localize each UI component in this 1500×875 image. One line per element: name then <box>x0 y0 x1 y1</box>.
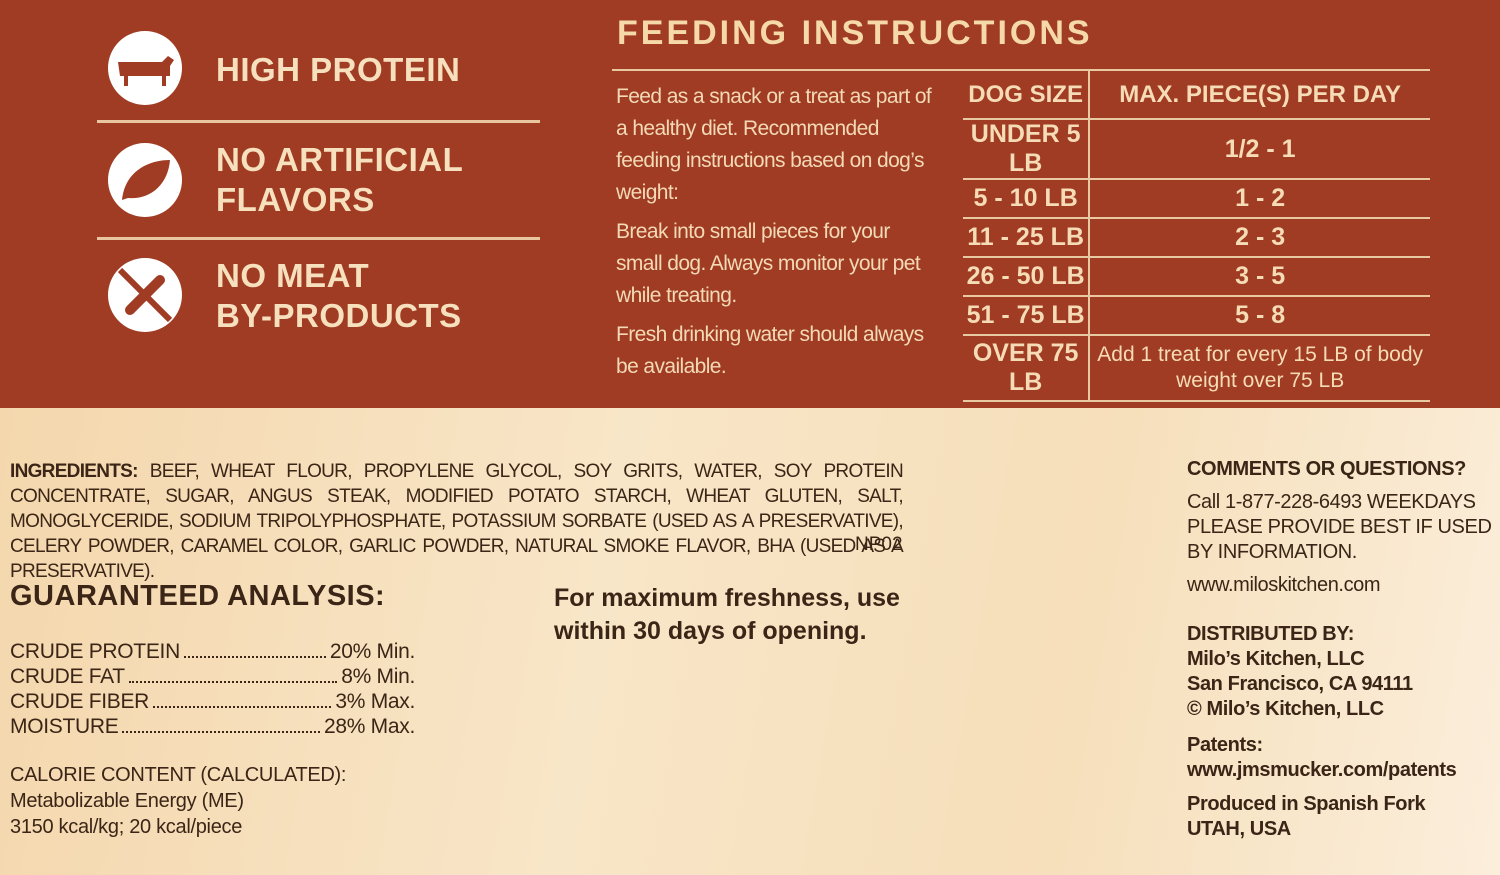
header-row: DOG SIZE MAX. PIECE(S) PER DAY <box>963 71 1430 119</box>
code: NP02 <box>855 534 903 555</box>
cell: UNDER 5 LB <box>963 118 1090 179</box>
badge: NO MEAT BY-PRODUCTS <box>216 256 462 336</box>
divider <box>97 120 540 123</box>
cell: OVER 75 LB <box>963 334 1090 402</box>
contact-text: Call 1-877-228-6493 WEEKDAYS PLEASE PROV… <box>1187 491 1492 563</box>
amount: 28% Max. <box>324 715 415 738</box>
contact-heading: COMMENTS OR QUESTIONS? <box>1187 458 1466 480</box>
rule <box>612 69 1430 71</box>
ingredients-text: BEEF, WHEAT FLOUR, PROPYLENE GLYCOL, SOY… <box>10 461 904 582</box>
freshness-note: For maximum freshness, use within 30 day… <box>554 584 900 645</box>
patents-url: www.jmsmucker.com/patents <box>1187 759 1457 781</box>
ingredients-label: INGREDIENTS: <box>10 461 138 482</box>
badge-line: NO ARTIFICIAL <box>216 141 464 178</box>
badge-line: FLAVORS <box>216 181 375 218</box>
feeding-title: FEEDING INSTRUCTIONS <box>617 14 1093 52</box>
patents-heading: Patents: <box>1187 734 1263 756</box>
amount: 8% Min. <box>341 665 415 688</box>
cell: 1/2 - 1 <box>1088 118 1430 179</box>
ingredients: INGREDIENTS: BEEF, WHEAT FLOUR, PROPYLEN… <box>10 459 904 584</box>
paragraph: Break into small pieces for your small d… <box>616 220 921 307</box>
calorie-line: 3150 kcal/kg; 20 kcal/piece <box>10 816 243 838</box>
badge-icons <box>108 31 182 332</box>
analysis-title: GUARANTEED ANALYSIS: <box>10 580 386 612</box>
calorie-line: Metabolizable Energy (ME) <box>10 790 244 812</box>
calorie-title: CALORIE CONTENT (CALCULATED): <box>10 764 347 786</box>
nutrient: MOISTURE <box>10 715 119 738</box>
cell: 2 - 3 <box>1088 217 1430 257</box>
cell: 5 - 10 LB <box>963 178 1090 218</box>
info-band <box>0 408 1500 875</box>
patents: Patents: www.jmsmucker.com/patents <box>1187 733 1497 783</box>
badge: HIGH PROTEIN <box>216 50 460 90</box>
row: UNDER 5 LB 1/2 - 1 <box>963 118 1430 179</box>
analysis-row: CRUDE FIBER 3% Max. <box>10 689 415 714</box>
nutrient: CRUDE PROTEIN <box>10 640 180 663</box>
produced: Produced in Spanish Fork UTAH, USA <box>1187 792 1497 842</box>
distributed-line: © Milo’s Kitchen, LLC <box>1187 698 1384 720</box>
feeding-table: DOG SIZE MAX. PIECE(S) PER DAY UNDER 5 L… <box>963 71 1430 402</box>
distributed-line: San Francisco, CA 94111 <box>1187 673 1413 695</box>
nutrient: CRUDE FAT <box>10 665 125 688</box>
cell: 5 - 8 <box>1088 295 1430 335</box>
cell: 11 - 25 LB <box>963 217 1090 257</box>
header-band: HIGH PROTEIN NO ARTIFICIAL FLAVORS NO ME… <box>0 0 1500 408</box>
analysis-row: MOISTURE 28% Max. <box>10 714 415 739</box>
produced-line: Produced in Spanish Fork <box>1187 793 1426 815</box>
amount: 20% Min. <box>329 640 415 663</box>
badge-line: NO MEAT <box>216 257 370 294</box>
distributed-heading: DISTRIBUTED BY: <box>1187 623 1354 645</box>
analysis-row: CRUDE FAT 8% Min. <box>10 664 415 689</box>
row: 5 - 10 LB 1 - 2 <box>963 178 1430 218</box>
row: 11 - 25 LB 2 - 3 <box>963 217 1430 257</box>
amount: 3% Max. <box>335 690 415 713</box>
contact-url: www.miloskitchen.com <box>1187 574 1381 596</box>
badge-line: BY-PRODUCTS <box>216 297 462 334</box>
row: 51 - 75 LB 5 - 8 <box>963 295 1430 335</box>
analysis-row: CRUDE PROTEIN 20% Min. <box>10 639 415 664</box>
divider <box>97 237 540 240</box>
badge: NO ARTIFICIAL FLAVORS <box>216 140 463 220</box>
cell: 26 - 50 LB <box>963 256 1090 296</box>
distributed-line: Milo’s Kitchen, LLC <box>1187 648 1365 670</box>
cell: Add 1 treat for every 15 LB of body weig… <box>1088 334 1430 402</box>
cell: 1 - 2 <box>1088 178 1430 218</box>
calorie: CALORIE CONTENT (CALCULATED): Metaboliza… <box>10 762 346 840</box>
row: OVER 75 LB Add 1 treat for every 15 LB of… <box>963 334 1430 402</box>
header-cell: MAX. PIECE(S) PER DAY <box>1088 71 1430 119</box>
paragraph: Fresh drinking water should always be av… <box>616 323 924 378</box>
badge-line: HIGH PROTEIN <box>216 51 461 88</box>
header-cell: DOG SIZE <box>968 80 1083 108</box>
cell: 51 - 75 LB <box>963 295 1090 335</box>
cell: 3 - 5 <box>1088 256 1430 296</box>
distributed: DISTRIBUTED BY: Milo’s Kitchen, LLC San … <box>1187 622 1497 722</box>
paragraph: Feed as a snack or a treat as part of a … <box>616 85 932 204</box>
nutrient: CRUDE FIBER <box>10 690 150 713</box>
row: 26 - 50 LB 3 - 5 <box>963 256 1430 296</box>
produced-line: UTAH, USA <box>1187 818 1291 840</box>
